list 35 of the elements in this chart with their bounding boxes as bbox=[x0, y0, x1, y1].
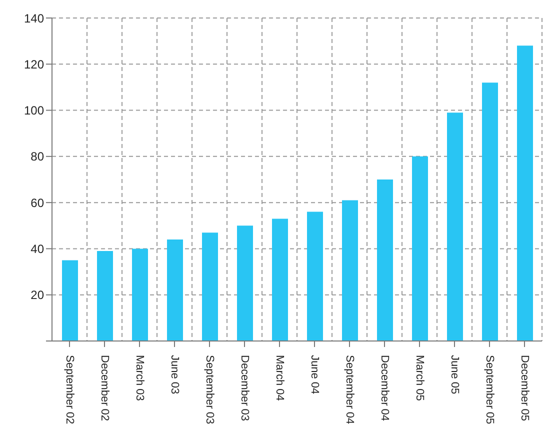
bar bbox=[132, 248, 148, 341]
bar bbox=[237, 226, 253, 341]
bar bbox=[307, 212, 323, 341]
x-tick-label: December 02 bbox=[98, 355, 110, 422]
y-tick-label: 60 bbox=[30, 196, 44, 210]
x-tick-label: September 05 bbox=[484, 355, 496, 424]
y-tick-label: 80 bbox=[30, 150, 44, 164]
y-tick-label: 140 bbox=[24, 11, 44, 26]
bar bbox=[202, 232, 218, 341]
bar bbox=[342, 200, 358, 341]
x-tick-label: September 04 bbox=[344, 355, 356, 424]
x-tick-label: June 03 bbox=[168, 355, 180, 394]
x-tick-label: March 03 bbox=[134, 355, 146, 401]
x-tick-label: March 04 bbox=[274, 355, 286, 401]
x-tick-label: December 03 bbox=[238, 355, 250, 422]
bar bbox=[97, 251, 113, 341]
bar bbox=[62, 260, 78, 341]
bar bbox=[272, 218, 288, 341]
x-tick-label: September 02 bbox=[64, 355, 76, 424]
y-tick-label: 120 bbox=[24, 57, 44, 72]
x-tick-label: June 05 bbox=[448, 355, 460, 394]
bar bbox=[447, 112, 463, 341]
bar bbox=[167, 239, 183, 341]
x-tick-label: March 05 bbox=[414, 355, 426, 401]
x-tick-label: December 05 bbox=[518, 355, 530, 422]
y-tick-label: 100 bbox=[24, 104, 44, 118]
x-tick-label: September 03 bbox=[204, 355, 216, 424]
x-tick-label: December 04 bbox=[378, 355, 390, 422]
bar bbox=[517, 46, 533, 341]
y-tick-label: 20 bbox=[30, 288, 44, 302]
x-tick-label: June 04 bbox=[308, 355, 320, 394]
bar bbox=[482, 82, 498, 341]
y-tick-label: 40 bbox=[30, 242, 44, 256]
bar bbox=[377, 180, 393, 341]
bar bbox=[412, 156, 428, 341]
